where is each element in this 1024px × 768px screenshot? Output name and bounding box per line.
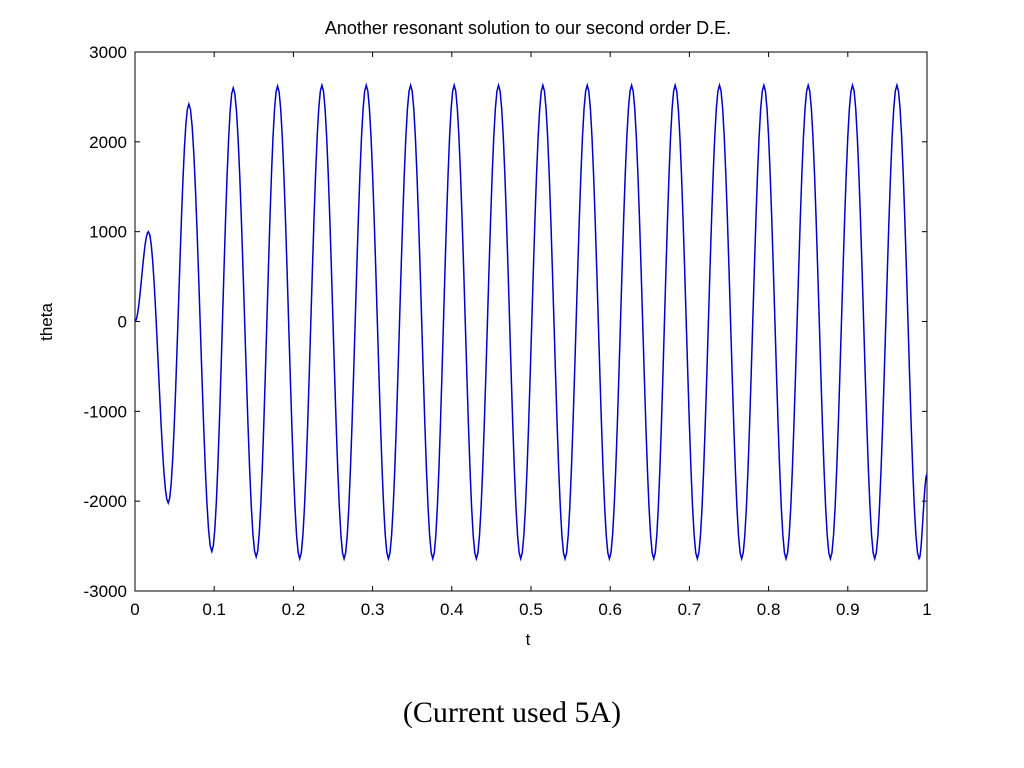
x-tick-label: 1 [922, 600, 931, 619]
y-tick-label: 2000 [89, 133, 127, 152]
x-tick-label: 0 [130, 600, 139, 619]
x-axis-label: t [526, 630, 531, 649]
x-tick-label: 0.6 [598, 600, 622, 619]
chart-title: Another resonant solution to our second … [325, 18, 731, 38]
series-layer [134, 82, 928, 562]
y-tick-label: 0 [118, 313, 127, 332]
y-tick-label: -1000 [84, 402, 127, 421]
y-tick-label: -3000 [84, 582, 127, 601]
x-tick-label: 0.5 [519, 600, 543, 619]
x-tick-label: 0.2 [282, 600, 306, 619]
figure-caption: (Current used 5A) [402, 696, 622, 729]
x-tick-label: 0.7 [678, 600, 702, 619]
y-axis-label: theta [37, 303, 56, 341]
y-tick-label: 3000 [89, 43, 127, 62]
x-tick-label: 0.4 [440, 600, 464, 619]
plot-area [134, 51, 928, 592]
x-tick-label: 0.1 [202, 600, 226, 619]
y-tick-label: -2000 [84, 492, 127, 511]
x-tick-label: 0.8 [757, 600, 781, 619]
x-axis: 0 0.1 0.2 0.3 0.4 0.5 0.6 0.7 0.8 0.9 1 [130, 52, 932, 619]
y-tick-label: 1000 [89, 223, 127, 242]
series-line [134, 82, 928, 562]
x-tick-label: 0.3 [361, 600, 385, 619]
x-tick-label: 0.9 [836, 600, 860, 619]
y-axis: -3000 -2000 -1000 0 1000 2000 3000 [84, 43, 927, 601]
